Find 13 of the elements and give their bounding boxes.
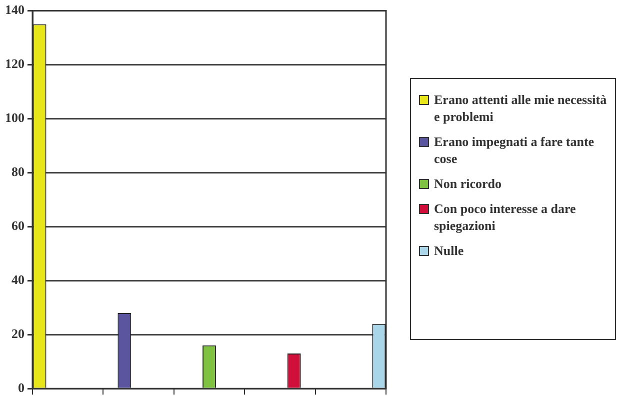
legend-label: Non ricordo [434,175,502,192]
y-tick-label: 140 [5,2,24,18]
legend-label: Erano impegnati a fare tante cose [434,133,596,167]
legend-label: Nulle [434,242,464,259]
legend-label: Erano attenti alle mie necessità e problemi [434,91,608,125]
legend-label: Con poco interesse a dare spiegazioni [434,200,577,234]
y-tick-label: 80 [12,164,24,180]
y-tick-label: 0 [18,380,24,395]
y-tick-label: 40 [12,272,24,288]
y-tick-label: 120 [5,56,24,72]
y-tick-label: 20 [12,326,24,341]
y-tick-label: 100 [5,110,24,126]
y-tick-label: 60 [12,218,24,234]
